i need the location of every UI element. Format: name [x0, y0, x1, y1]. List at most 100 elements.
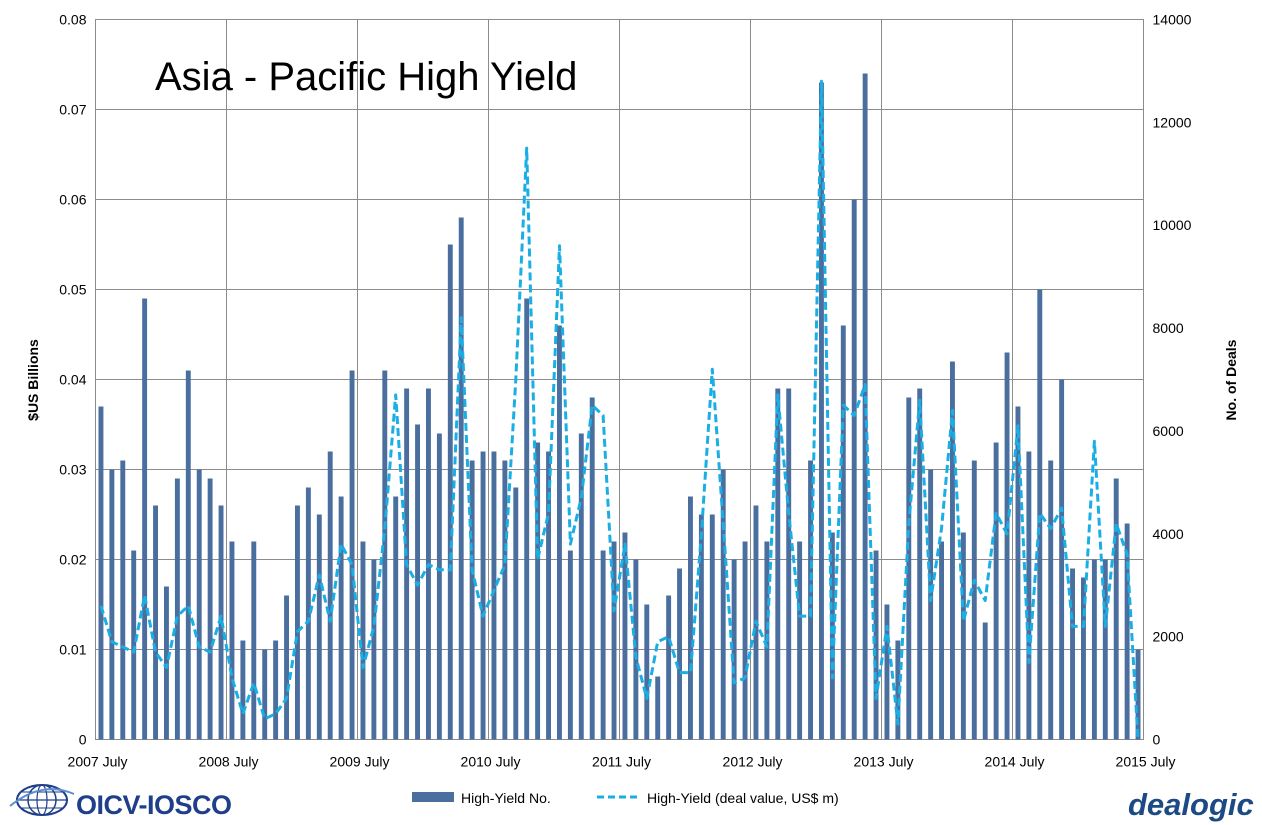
- bar: [316, 514, 322, 740]
- x-tick-label: 2014 July: [985, 754, 1045, 770]
- bar: [546, 451, 551, 740]
- bar: [240, 640, 246, 740]
- bar: [742, 541, 748, 740]
- legend-bar-label: High-Yield No.: [461, 790, 551, 806]
- bar: [251, 541, 257, 740]
- bar: [174, 478, 180, 740]
- x-tick-label: 2011 July: [592, 754, 651, 770]
- bar: [436, 433, 442, 740]
- bar: [142, 298, 148, 740]
- x-tick-label: 2010 July: [461, 754, 521, 770]
- bar: [644, 604, 650, 740]
- bar: [666, 595, 672, 740]
- bar: [906, 397, 912, 740]
- bar: [207, 478, 213, 740]
- bar: [1135, 649, 1141, 740]
- y-left-tick-label: 0.08: [59, 12, 86, 28]
- legend: High-Yield No. High-Yield (deal value, U…: [412, 790, 839, 806]
- legend-line-label: High-Yield (deal value, US$ m): [647, 790, 839, 806]
- line-series: [99, 79, 1140, 740]
- bar: [775, 388, 781, 740]
- y-left-tick-label: 0: [79, 732, 87, 748]
- bar: [1037, 289, 1043, 740]
- bar: [1113, 478, 1119, 740]
- bar: [939, 541, 944, 740]
- bar: [578, 433, 584, 740]
- y-left-tick-label: 0.02: [59, 552, 86, 568]
- bar: [360, 541, 366, 740]
- y-right-tick-label: 4000: [1153, 526, 1184, 542]
- bar: [1091, 559, 1097, 740]
- bar: [273, 640, 279, 740]
- bar: [131, 550, 137, 740]
- bar: [567, 550, 573, 740]
- y-axis-title-right: No. of Deals: [1223, 339, 1239, 420]
- bar: [1004, 352, 1010, 740]
- bar: [196, 469, 202, 740]
- bar: [349, 370, 355, 740]
- bar: [971, 460, 977, 740]
- bar: [677, 568, 682, 740]
- right-axis-ticks: 0 2000 4000 6000 8000 10000 12000 14000: [1153, 12, 1192, 748]
- bar: [960, 532, 966, 740]
- bar: [491, 451, 497, 740]
- legend-bar-swatch: [412, 792, 454, 802]
- bar: [698, 514, 704, 740]
- bar: [98, 406, 104, 740]
- bar: [1026, 451, 1032, 740]
- bar: [557, 325, 562, 740]
- bar: [469, 460, 475, 740]
- bar: [928, 469, 934, 740]
- line-path: [99, 79, 1140, 740]
- bar: [1048, 460, 1054, 740]
- bar: [120, 460, 126, 740]
- y-right-tick-label: 14000: [1153, 12, 1192, 28]
- bar: [589, 397, 595, 740]
- bar: [1070, 568, 1075, 740]
- bar: [797, 541, 803, 740]
- bar: [720, 469, 726, 740]
- bar: [458, 217, 464, 740]
- bar: [840, 325, 846, 740]
- bar: [327, 451, 333, 740]
- bar: [731, 559, 737, 740]
- x-tick-label: 2008 July: [199, 754, 259, 770]
- bar: [524, 298, 530, 740]
- x-axis-ticks: 2007 July 2008 July 2009 July 2010 July 2011…: [68, 754, 1176, 770]
- y-axis-title-left: $US Billions: [25, 339, 41, 421]
- x-tick-label: 2015 July: [1116, 754, 1176, 770]
- bar: [1081, 577, 1086, 740]
- bar: [851, 199, 857, 740]
- bar: [305, 487, 311, 740]
- bar: [164, 586, 169, 740]
- left-axis-ticks: 0 0.01 0.02 0.03 0.04 0.05 0.06 0.07 0.08: [59, 12, 86, 748]
- bar: [1124, 523, 1130, 740]
- y-left-tick-label: 0.03: [59, 462, 86, 478]
- bar: [153, 505, 158, 740]
- bar: [862, 73, 868, 740]
- bar: [633, 559, 639, 740]
- bar: [371, 559, 377, 740]
- bar: [917, 388, 923, 740]
- y-left-tick-label: 0.04: [59, 372, 86, 388]
- x-tick-label: 2013 July: [854, 754, 914, 770]
- y-right-tick-label: 12000: [1153, 114, 1192, 130]
- bar: [688, 496, 693, 740]
- y-right-tick-label: 8000: [1153, 320, 1184, 336]
- x-tick-label: 2007 July: [68, 754, 128, 770]
- y-right-tick-label: 6000: [1153, 423, 1184, 439]
- bar: [502, 460, 508, 740]
- y-left-tick-label: 0.07: [59, 102, 86, 118]
- bar: [829, 532, 835, 740]
- bar: [109, 469, 115, 740]
- bar: [382, 370, 388, 740]
- bar: [655, 676, 661, 740]
- bar: [611, 541, 617, 740]
- y-left-tick-label: 0.05: [59, 282, 86, 298]
- bar: [262, 649, 268, 740]
- x-tick-label: 2012 July: [723, 754, 783, 770]
- bar: [993, 442, 999, 740]
- bar: [338, 496, 344, 740]
- bar: [229, 541, 235, 740]
